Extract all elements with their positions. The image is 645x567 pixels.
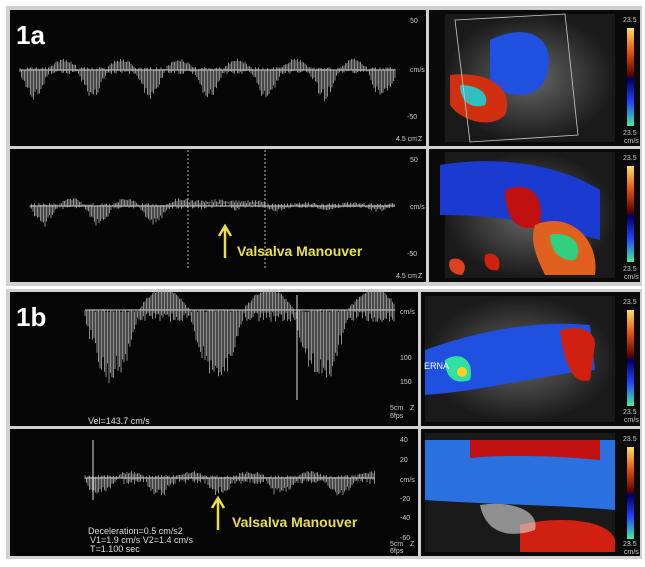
panel-label: 1b (16, 302, 46, 332)
color-scale-label: 23.5 (623, 266, 637, 273)
scale-label: -20 (400, 496, 410, 503)
color-scale-label: 23.5 (623, 299, 637, 306)
figure: 1a 1b 50 cm/s -50 4.5 cm Z 23.5 23.5 cm/… (0, 0, 645, 562)
scale-label: -40 (400, 515, 410, 522)
scale-label: 40 (400, 437, 408, 444)
scale-label: cm/s (400, 309, 415, 316)
annotation: Valsalva Manouver (237, 243, 363, 259)
scale-label: 150 (400, 379, 412, 386)
scale-label: 20 (400, 457, 408, 464)
color-scale-label: 23.5 (623, 130, 637, 137)
depth: 5cm (390, 405, 403, 412)
annotation: Valsalva Manouver (232, 514, 358, 530)
zoom: Z (418, 136, 423, 143)
zoom: Z (410, 405, 415, 412)
depth: 5cm (390, 541, 403, 548)
scale-label: cm/s (410, 67, 425, 74)
color-scale-label: 23.5 (623, 541, 637, 548)
depth: 4.5 cm (396, 273, 417, 280)
zoom: Z (410, 541, 415, 548)
scale-label: 50 (410, 157, 418, 164)
color-scale-label: 23.5 (623, 436, 637, 443)
depth: 4.5 cm (396, 136, 417, 143)
scale-label: -50 (407, 114, 417, 121)
scale-label: cm/s (410, 204, 425, 211)
measurement: T=1.100 sec (90, 544, 140, 554)
color-scale-label: 23.5 (623, 155, 637, 162)
color-scale-unit: cm/s (624, 274, 639, 281)
color-scale-unit: cm/s (624, 549, 639, 556)
overlay: ERNA (424, 361, 449, 371)
color-scale-unit: cm/s (624, 417, 639, 424)
scale-label: cm/s (400, 477, 415, 484)
measurement: Vel=143.7 cm/s (88, 416, 150, 426)
frame-rate: 6fps (390, 548, 404, 555)
color-scale-label: 23.5 (623, 17, 637, 24)
zoom: Z (418, 273, 423, 280)
frame-rate: 6fps (390, 413, 404, 420)
color-scale-unit: cm/s (624, 138, 639, 145)
scale-label: -50 (407, 251, 417, 258)
scale-label: 100 (400, 355, 412, 362)
color-scale-label: 23.5 (623, 409, 637, 416)
scale-label: 50 (410, 18, 418, 25)
panel-label: 1a (16, 20, 45, 50)
